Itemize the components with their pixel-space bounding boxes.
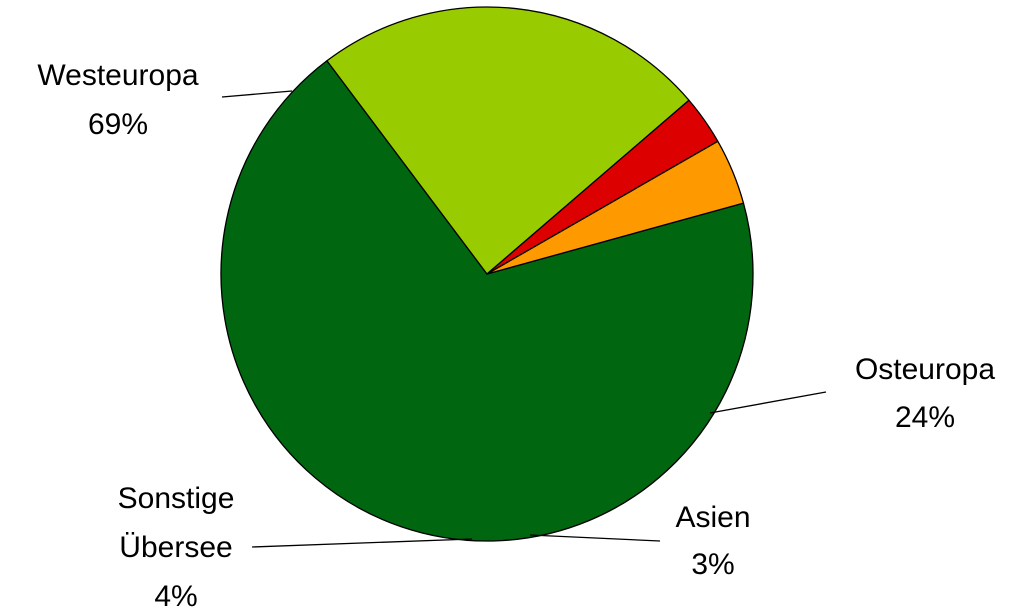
slice-label-sonstige-übersee: Übersee [119, 531, 232, 564]
pie-slice-osteuropa [326, 6, 690, 275]
percent-label-osteuropa: 24% [895, 401, 955, 434]
slice-label-asien: Asien [675, 501, 750, 534]
slice-label-sonstige-übersee: Sonstige [118, 482, 235, 515]
pie-slice-sonstige-übersee [486, 140, 745, 275]
percent-label-westeuropa: 69% [88, 108, 148, 141]
percent-label-sonstige-übersee: 4% [154, 580, 197, 609]
pie-slice-westeuropa [220, 60, 754, 542]
percent-label-asien: 3% [691, 548, 734, 581]
leader-line-sonstige-übersee [251, 538, 473, 548]
leader-line-asien [529, 534, 661, 542]
slice-label-osteuropa: Osteuropa [855, 353, 995, 386]
leader-line-osteuropa [709, 391, 827, 414]
slice-label-westeuropa: Westeuropa [37, 59, 199, 92]
leader-line-westeuropa [221, 90, 293, 98]
